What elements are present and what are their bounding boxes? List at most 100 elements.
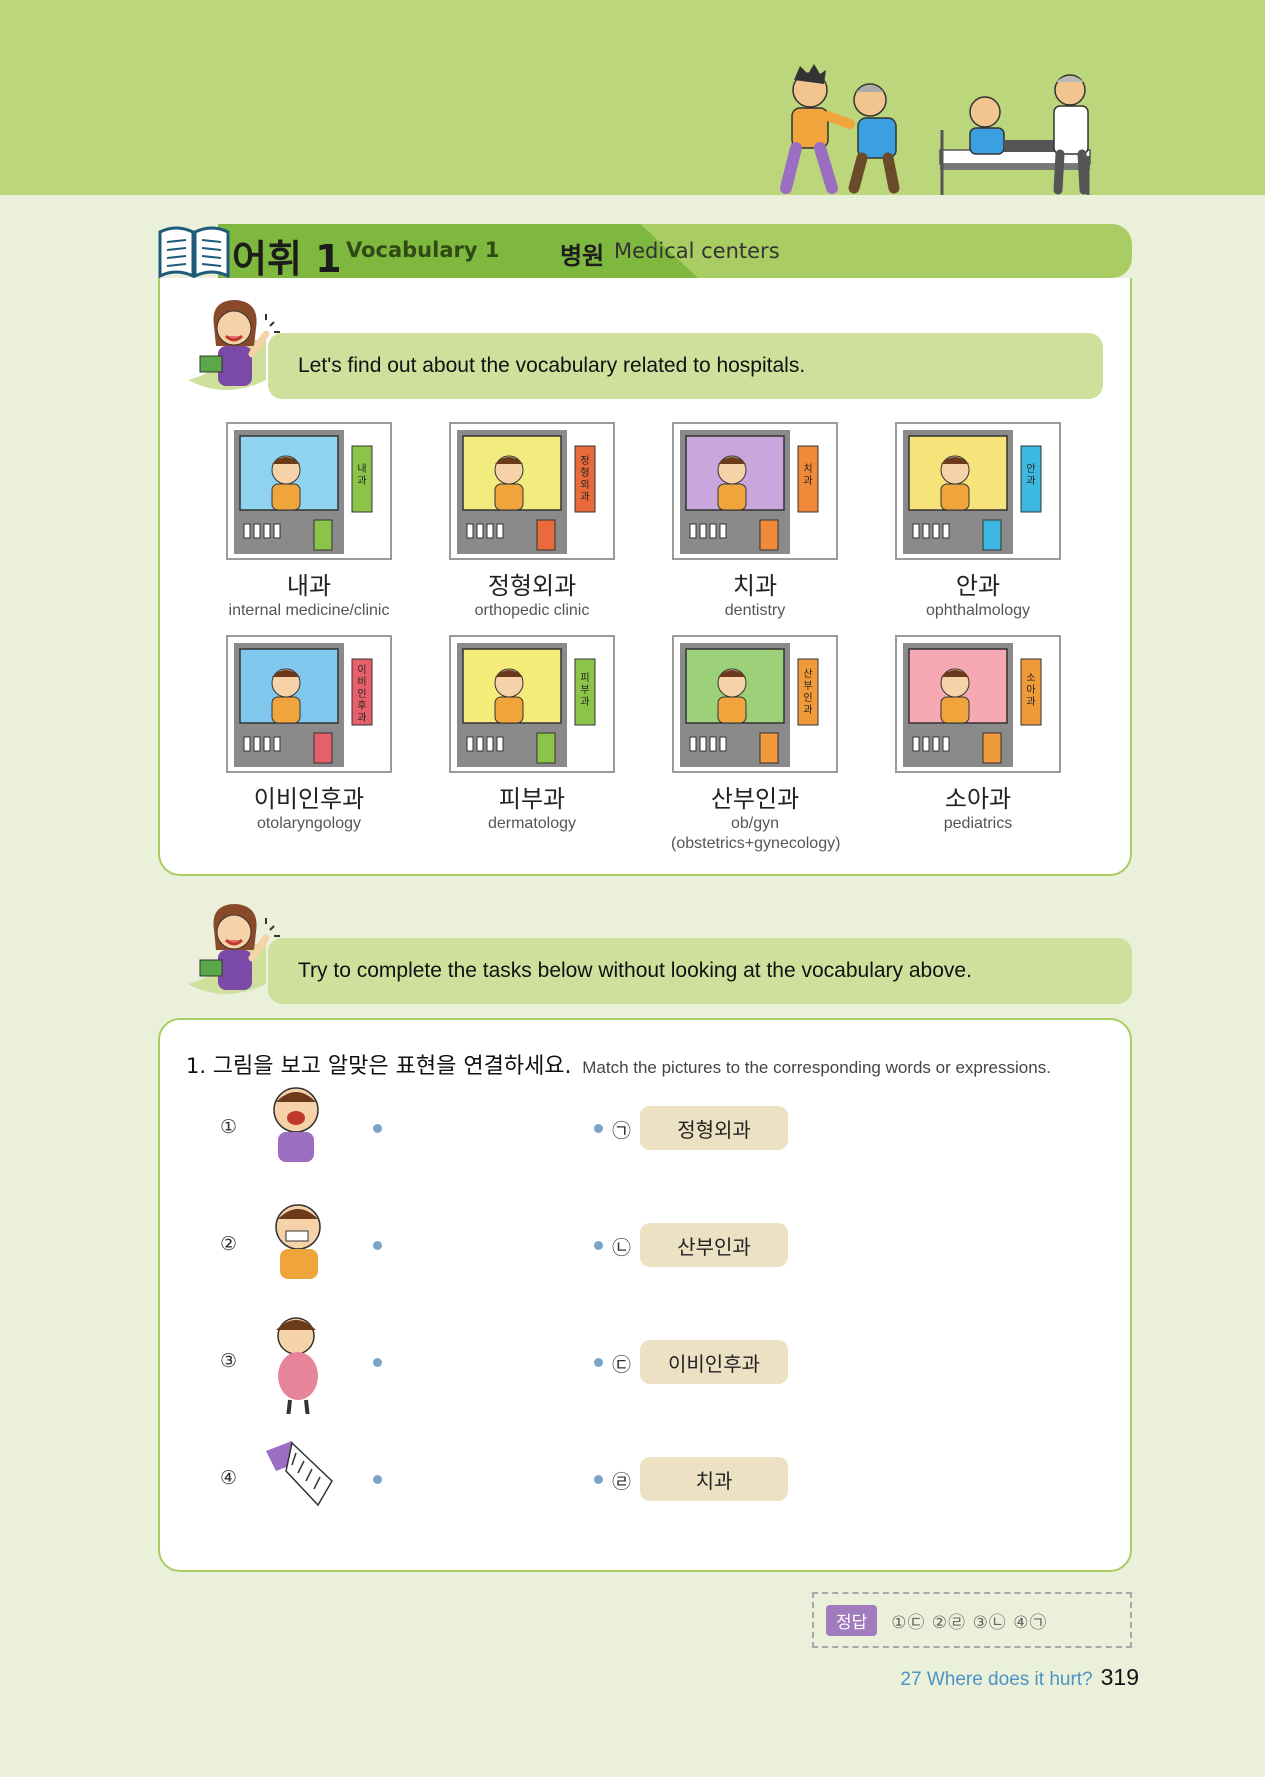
svg-text:치: 치 [803, 463, 812, 475]
vocab-word-en: ophthalmology [925, 602, 1031, 619]
page-number: 319 [1100, 1664, 1139, 1690]
svg-text:부: 부 [580, 685, 589, 696]
vocab-word-en: orthopedic clinic [474, 602, 590, 619]
topic-title-ko: 병원 [560, 242, 605, 270]
row-number: ① [220, 1116, 238, 1138]
teacher-illustration [199, 904, 280, 990]
svg-text:과: 과 [357, 475, 366, 487]
question-title: 1. 그림을 보고 알맞은 표현을 연결하세요. Match the pictu… [186, 1048, 1051, 1080]
page-footer: 27 Where does it hurt? 319 [900, 1664, 1139, 1691]
vocab-word-ko: 소아과 [944, 785, 1012, 813]
svg-text:과: 과 [803, 704, 812, 716]
answer-text: 이비인후과 [668, 1351, 760, 1376]
match-dot-right[interactable] [594, 1358, 603, 1367]
svg-text:부: 부 [803, 681, 812, 692]
intro-bubble-text: Let's find out about the vocabulary rela… [298, 354, 806, 377]
vocab-word-en: otolaryngology [256, 815, 362, 832]
svg-text:외: 외 [580, 479, 589, 491]
vocab-word-ko: 안과 [955, 572, 1001, 600]
clinic-door-icon: 안과 [903, 430, 1042, 554]
symptom-picture [275, 1204, 321, 1279]
hospital-illustration [780, 64, 1091, 195]
svg-text:과: 과 [580, 491, 589, 503]
svg-text:과: 과 [1026, 696, 1035, 708]
task-bubble: Try to complete the tasks below without … [268, 938, 1132, 1004]
match-dot-left[interactable] [373, 1241, 382, 1250]
answer-text: 치과 [695, 1468, 733, 1493]
answer-key-values: ①㉢ ②㉣ ③㉡ ④㉠ [891, 1612, 1048, 1633]
clinic-door-icon: 소아과 [903, 643, 1042, 767]
section-header: 어휘 1 Vocabulary 1 병원 Medical centers [158, 224, 1132, 281]
clinic-door-icon: 피부과 [457, 643, 596, 767]
topic-title-en: Medical centers [614, 239, 780, 263]
svg-text:형: 형 [580, 467, 589, 479]
svg-text:후: 후 [357, 700, 366, 712]
section-title-en: Vocabulary 1 [346, 238, 500, 262]
question-number: 1. [186, 1054, 207, 1078]
svg-text:인: 인 [357, 688, 366, 700]
answer-text: 정형외과 [677, 1117, 751, 1142]
svg-text:정: 정 [580, 455, 589, 467]
vocab-word-ko: 산부인과 [710, 785, 800, 813]
row-number: ④ [220, 1467, 238, 1489]
row-number: ② [220, 1233, 238, 1255]
symptom-picture [266, 1441, 333, 1507]
answer-label: ㉠ [612, 1120, 632, 1142]
section-title-ko: 어휘 1 [232, 237, 342, 281]
svg-text:과: 과 [357, 712, 366, 724]
symptom-picture [273, 1087, 319, 1162]
svg-text:과: 과 [580, 696, 589, 708]
clinic-door-icon: 치과 [680, 430, 819, 554]
match-dot-right[interactable] [594, 1241, 603, 1250]
vocab-word-en: ob/gyn [730, 815, 780, 832]
question-text-en: Match the pictures to the corresponding … [582, 1058, 1051, 1077]
header-tab [218, 224, 698, 278]
match-dot-left[interactable] [373, 1124, 382, 1133]
svg-text:아: 아 [1026, 684, 1035, 696]
match-dot-left[interactable] [373, 1475, 382, 1484]
svg-text:비: 비 [357, 676, 366, 688]
vocab-word-en: dermatology [487, 815, 577, 832]
open-book-icon [158, 226, 230, 278]
vocab-word-ko: 정형외과 [487, 572, 577, 600]
match-dot-left[interactable] [373, 1358, 382, 1367]
match-dot-right[interactable] [594, 1475, 603, 1484]
match-dot-right[interactable] [594, 1124, 603, 1133]
vocab-word-en-detail: (obstetrics+gynecology) [671, 835, 841, 852]
vocab-word-en: pediatrics [943, 815, 1013, 832]
clinic-door-icon: 이비인후과 [234, 643, 373, 767]
answer-box: 치과 [640, 1457, 788, 1501]
svg-text:과: 과 [803, 475, 812, 487]
answer-label: ㉣ [612, 1471, 632, 1493]
answer-key-tag: 정답 [826, 1604, 878, 1636]
answer-text: 산부인과 [677, 1234, 751, 1259]
vocab-word-en: internal medicine/clinic [228, 602, 390, 619]
answer-label: ㉡ [612, 1237, 632, 1259]
question-text-ko: 그림을 보고 알맞은 표현을 연결하세요. [212, 1054, 572, 1079]
svg-text:안: 안 [1026, 463, 1035, 475]
vocab-word-ko: 내과 [286, 572, 332, 600]
intro-bubble: Let's find out about the vocabulary rela… [268, 333, 1103, 399]
answer-box: 정형외과 [640, 1106, 788, 1150]
svg-text:내: 내 [357, 463, 366, 475]
chapter-title: 27 Where does it hurt? [900, 1669, 1093, 1690]
task-bubble-text: Try to complete the tasks below without … [298, 959, 972, 982]
answer-box: 이비인후과 [640, 1340, 788, 1384]
vocab-word-ko: 치과 [732, 572, 778, 600]
svg-text:과: 과 [1026, 475, 1035, 487]
vocab-word-en: dentistry [724, 602, 786, 619]
svg-text:인: 인 [803, 692, 812, 704]
symptom-picture [276, 1317, 318, 1414]
